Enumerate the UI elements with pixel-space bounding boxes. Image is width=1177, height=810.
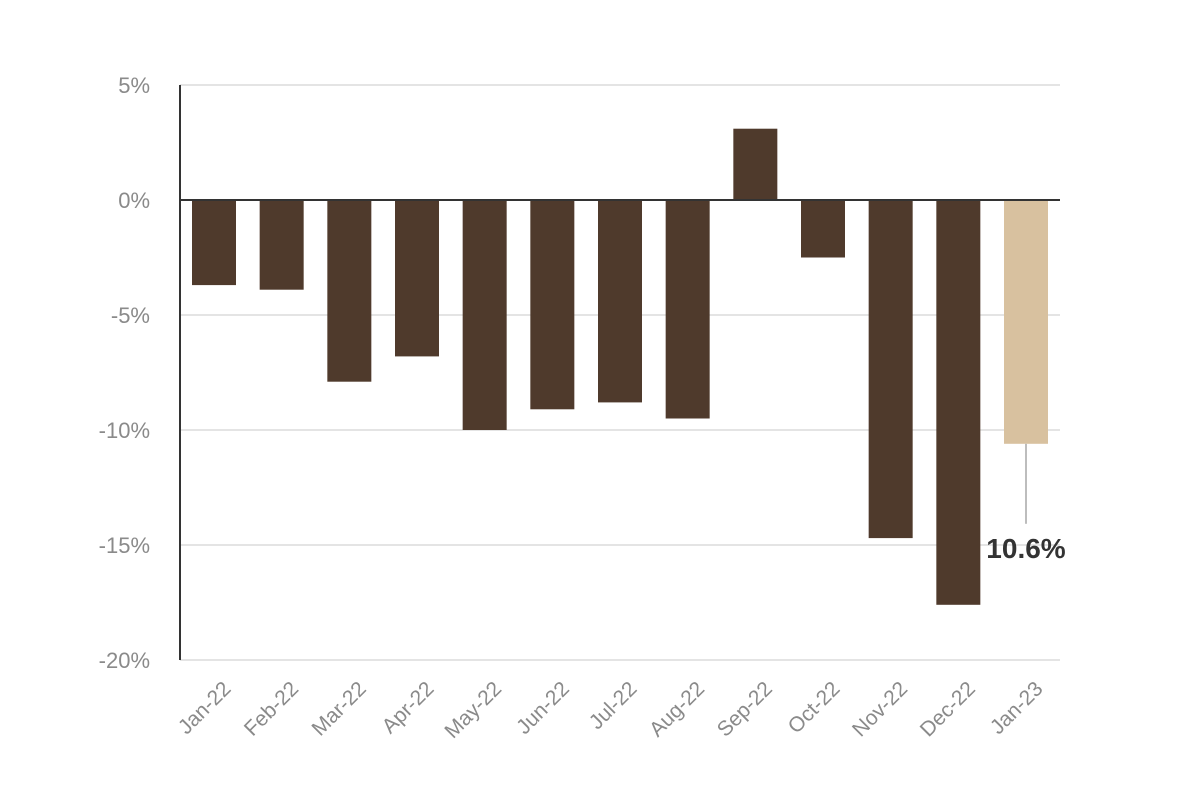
y-tick-label: -20% xyxy=(99,648,150,673)
bar-mar-22 xyxy=(327,200,372,382)
x-tick-label: Jan-23 xyxy=(986,677,1048,739)
bar-oct-22 xyxy=(801,200,845,258)
y-tick-labels: 5% 0% -5% -10% -15% -20% xyxy=(99,73,150,673)
x-tick-label: Apr-22 xyxy=(378,677,439,738)
bar-sep-22 xyxy=(733,128,778,200)
y-tick-label: -15% xyxy=(99,533,150,558)
x-tick-label: Jun-22 xyxy=(512,677,574,739)
bar-aug-22 xyxy=(665,200,710,419)
x-tick-label: Jul-22 xyxy=(585,677,642,734)
bar-jan-22 xyxy=(192,200,236,286)
bar-feb-22 xyxy=(259,200,304,290)
y-tick-label: -5% xyxy=(111,303,150,328)
annotation: 10.6% xyxy=(986,443,1066,564)
x-tick-label: Jan-22 xyxy=(174,677,236,739)
bar-dec-22 xyxy=(936,200,981,605)
bars xyxy=(192,128,1048,605)
y-tick-label: 0% xyxy=(118,188,150,213)
bar-nov-22 xyxy=(868,200,913,539)
bar-apr-22 xyxy=(395,200,439,357)
bar-may-22 xyxy=(462,200,507,430)
y-tick-label: -10% xyxy=(99,418,150,443)
x-tick-label: Oct-22 xyxy=(784,677,845,738)
x-tick-label: Dec-22 xyxy=(916,677,980,741)
bar-jul-22 xyxy=(598,200,642,403)
bar-jan-23 xyxy=(1004,200,1048,444)
x-tick-labels: Jan-22 Feb-22 Mar-22 Apr-22 May-22 Jun-22 Jul-… xyxy=(174,677,1048,743)
annotation-label: 10.6% xyxy=(986,533,1065,564)
y-tick-label: 5% xyxy=(118,73,150,98)
x-tick-label: Feb-22 xyxy=(240,677,303,740)
x-tick-label: Aug-22 xyxy=(645,677,709,741)
x-tick-label: Mar-22 xyxy=(308,677,371,740)
gridlines xyxy=(180,84,1060,661)
x-tick-label: Nov-22 xyxy=(848,677,912,741)
bar-jun-22 xyxy=(530,200,575,410)
x-tick-label: May-22 xyxy=(440,677,506,743)
axes xyxy=(179,85,1060,660)
x-tick-label: Sep-22 xyxy=(713,677,777,741)
